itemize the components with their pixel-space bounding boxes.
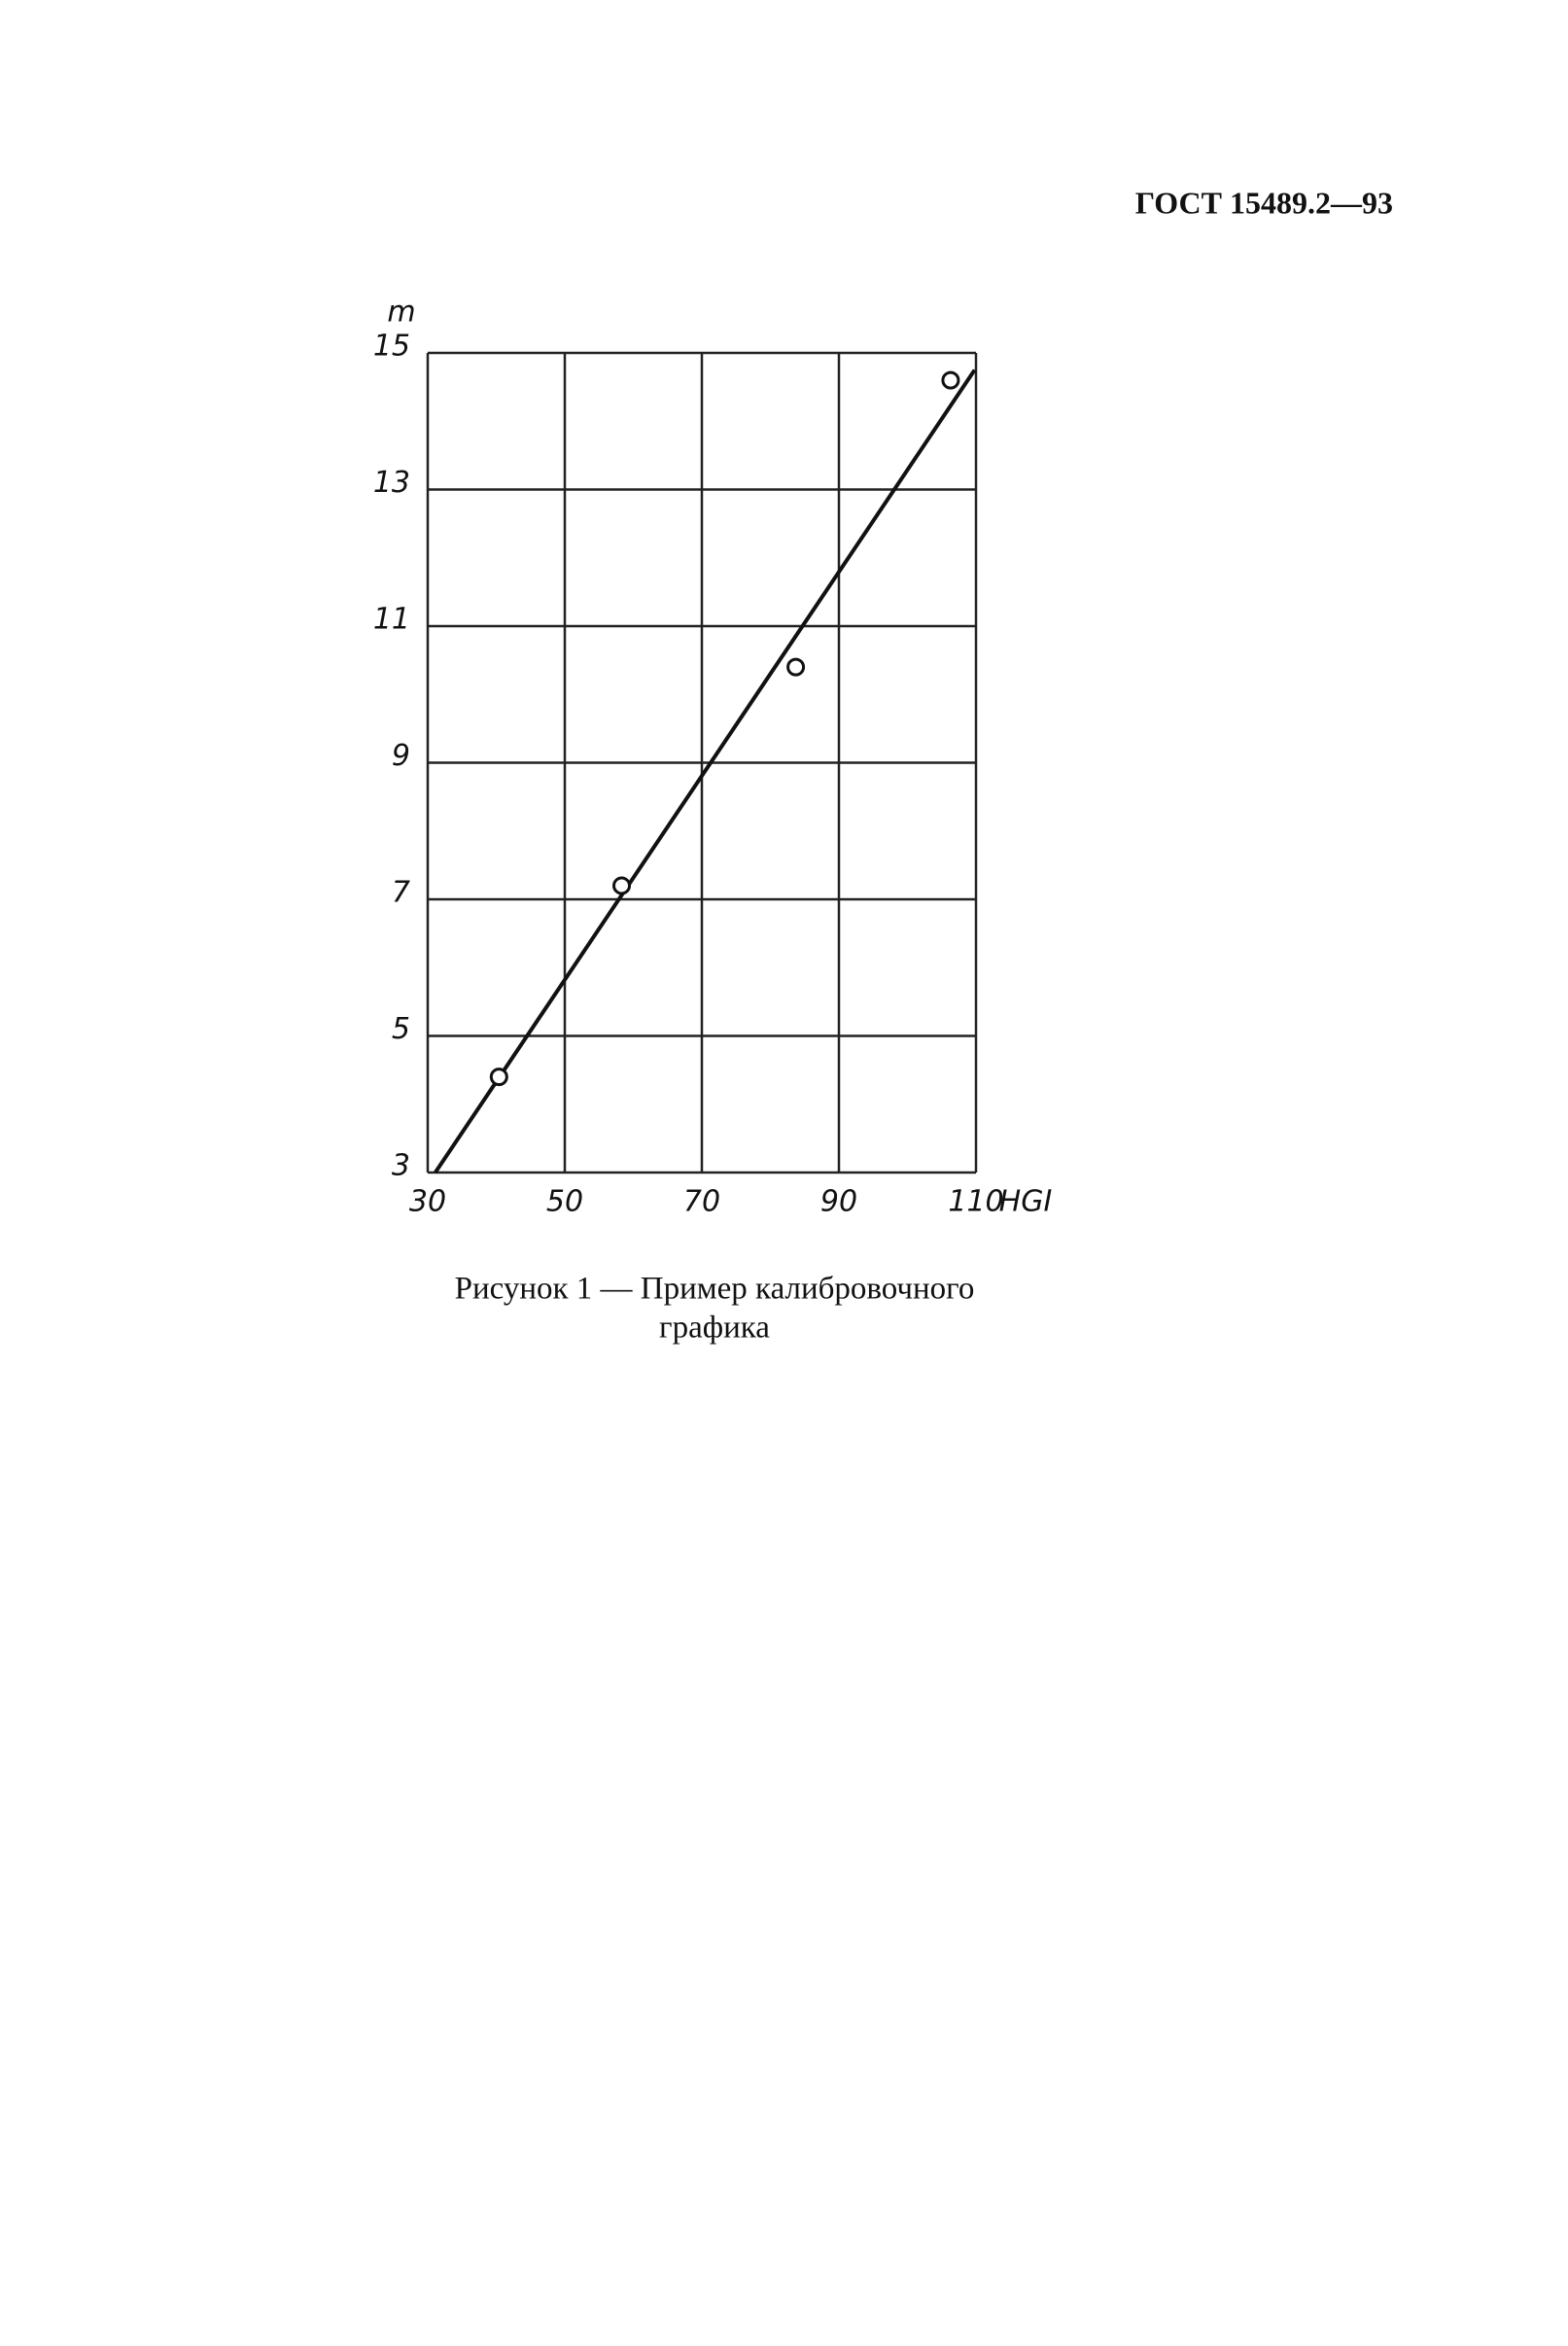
data-point [612, 876, 632, 895]
y-tick-label: 5 [392, 1012, 410, 1046]
x-tick-label: 30 [409, 1185, 446, 1219]
y-tick-label: 11 [373, 603, 410, 637]
y-axis-label: m [387, 296, 415, 330]
header: ГОСТ 15489.2—93 [1135, 185, 1393, 220]
y-tick-label: 13 [373, 466, 410, 500]
x-tick-label: 90 [820, 1185, 857, 1219]
y-tick-label: 7 [392, 876, 410, 910]
fit-line [434, 368, 977, 1174]
x-tick-label: 110 [948, 1185, 1003, 1219]
caption-line: графика [659, 1311, 770, 1346]
data-point [489, 1068, 508, 1087]
x-tick-label: 70 [683, 1185, 720, 1219]
x-axis-label: HGI [999, 1185, 1053, 1219]
caption-line: Рисунок 1 — Пример калибровочного [455, 1272, 975, 1307]
y-tick-label: 15 [373, 330, 410, 364]
x-tick-label: 50 [546, 1185, 583, 1219]
y-tick-label: 3 [392, 1149, 410, 1183]
y-tick-label: 9 [392, 739, 410, 773]
data-point [786, 657, 806, 677]
data-point [941, 370, 960, 390]
